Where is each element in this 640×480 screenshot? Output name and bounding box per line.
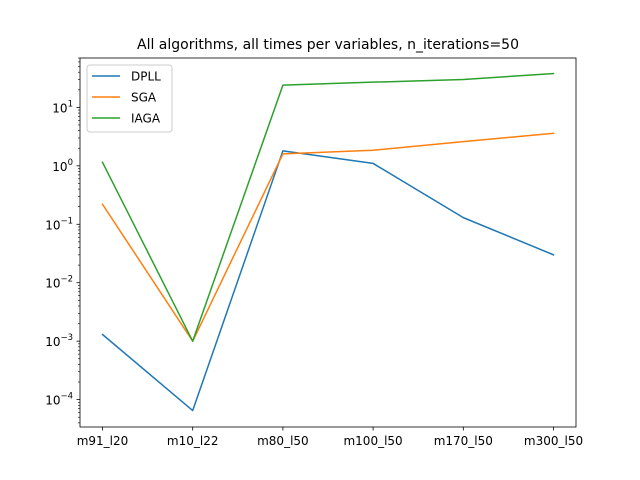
x-tick-label: m10_l22 bbox=[167, 434, 219, 448]
x-tick-label: m300_l50 bbox=[524, 434, 583, 448]
x-tick-label: m80_l50 bbox=[257, 434, 309, 448]
series-line-dpll bbox=[101, 150, 555, 412]
y-tick-label: 10−1 bbox=[45, 216, 73, 232]
legend-label-iaga: IAGA bbox=[131, 112, 161, 126]
axes-frame bbox=[79, 57, 577, 428]
y-tick-label: 100 bbox=[52, 158, 73, 174]
y-axis: 10−4 10−3 10−2 10−1 100 101 bbox=[45, 57, 80, 424]
y-tick-label: 10−3 bbox=[45, 333, 73, 349]
y-tick-label: 10−4 bbox=[45, 392, 73, 408]
axes-layer bbox=[79, 57, 577, 428]
y-tick-label: 101 bbox=[52, 99, 73, 115]
series-layer bbox=[101, 72, 555, 412]
legend: DPLL SGA IAGA bbox=[86, 64, 173, 133]
x-tick-label: m170_l50 bbox=[434, 434, 493, 448]
legend-frame bbox=[86, 64, 173, 133]
legend-label-dpll: DPLL bbox=[131, 70, 161, 84]
x-tick-label: m100_l50 bbox=[343, 434, 402, 448]
y-tick-label: 10−2 bbox=[45, 275, 73, 291]
x-tick-label: m91_l20 bbox=[77, 434, 129, 448]
legend-label-sga: SGA bbox=[131, 91, 157, 105]
chart-title: All algorithms, all times per variables,… bbox=[137, 37, 519, 53]
series-line-iaga bbox=[101, 72, 555, 342]
series-line-sga bbox=[101, 132, 555, 342]
x-axis: m91_l20 m10_l22 m80_l50 m100_l50 m170_l50 m30… bbox=[77, 427, 583, 448]
